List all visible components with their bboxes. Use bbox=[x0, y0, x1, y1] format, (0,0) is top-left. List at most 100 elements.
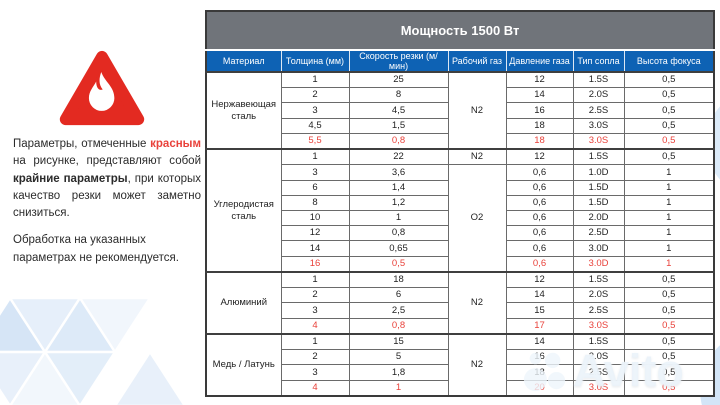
table-row: 4 0,8 17 3.0S 0,5 bbox=[206, 317, 715, 335]
cell-pressure: 12 bbox=[505, 148, 574, 166]
cell-focus: 0,5 bbox=[623, 87, 715, 104]
cell-pressure: 20 bbox=[505, 379, 574, 397]
note-paragraph-2: Обработка на указанных параметрах не рек… bbox=[13, 234, 179, 264]
note-text-span: , при которых качество резки может замет… bbox=[13, 172, 202, 220]
material-cell: Алюминий bbox=[205, 270, 282, 335]
table-row: 2 8 14 2.0S 0,5 bbox=[206, 87, 715, 104]
cell-thickness: 16 bbox=[280, 255, 350, 273]
cell-nozzle: 3.0S bbox=[572, 317, 625, 335]
cell-speed: 2,5 bbox=[348, 302, 449, 319]
table-row: 10 1 0,6 2.0D 1 bbox=[206, 210, 715, 227]
cell-speed: 0,65 bbox=[348, 240, 449, 257]
cell-pressure: 14 bbox=[505, 332, 574, 351]
cell-nozzle: 3.0S bbox=[572, 379, 625, 397]
cell-focus: 1 bbox=[623, 240, 715, 257]
table-row: 3 4,5 16 2.5S 0,5 bbox=[206, 102, 715, 119]
column-header: Толщина (мм) bbox=[281, 50, 350, 73]
table-row: Алюминий 1 18 N2 12 1.5S 0,5 bbox=[205, 270, 715, 335]
cell-speed: 1,8 bbox=[348, 364, 449, 381]
cell-focus: 0,5 bbox=[623, 117, 715, 134]
cell-focus: 1 bbox=[623, 255, 715, 273]
cell-pressure: 18 bbox=[505, 132, 574, 150]
column-header: Скорость резки (м/мин) bbox=[349, 50, 449, 73]
cell-speed: 18 bbox=[348, 270, 449, 289]
material-cell: Медь / Латунь bbox=[205, 332, 282, 397]
cell-nozzle: 1.5S bbox=[572, 71, 625, 89]
cell-focus: 0,5 bbox=[623, 148, 715, 166]
cell-speed: 22 bbox=[348, 148, 449, 166]
cell-speed: 1 bbox=[348, 379, 449, 397]
cell-focus: 1 bbox=[623, 210, 715, 227]
gas-cell: O2 bbox=[447, 164, 507, 273]
table-row: 3 1,8 18 2.5S 0,5 bbox=[206, 364, 715, 381]
table-title: Мощность 1500 Вт bbox=[206, 11, 715, 51]
cell-pressure: 0,6 bbox=[505, 179, 574, 196]
gas-cell: N2 bbox=[447, 70, 507, 150]
cell-thickness: 4 bbox=[280, 317, 350, 335]
cell-nozzle: 2.0S bbox=[572, 87, 625, 104]
cell-nozzle: 2.0S bbox=[572, 287, 625, 304]
table-row: 2 5 16 2.0S 0,5 bbox=[206, 349, 715, 366]
cell-focus: 0,5 bbox=[623, 317, 715, 335]
table-row: 6 1,4 0,6 1.5D 1 bbox=[206, 179, 715, 196]
note-red-emphasis: красным bbox=[150, 138, 201, 150]
cell-nozzle: 1.5D bbox=[572, 194, 625, 212]
cell-pressure: 12 bbox=[505, 71, 574, 89]
cell-nozzle: 2.5S bbox=[572, 102, 625, 119]
cell-speed: 6 bbox=[348, 287, 449, 304]
cell-focus: 1 bbox=[623, 225, 715, 242]
table-row: Углеродистая сталь 1 22 N2 12 1.5S 0,5 bbox=[205, 148, 715, 273]
cell-speed: 4,5 bbox=[348, 102, 449, 119]
cell-thickness: 3 bbox=[280, 364, 350, 381]
cell-speed: 0,8 bbox=[348, 225, 449, 242]
cell-focus: 0,5 bbox=[623, 270, 715, 289]
cell-nozzle: 1.0D bbox=[572, 164, 625, 181]
table-row: Нержавеющая сталь 1 25 N2 12 1.5S 0,5 bbox=[205, 70, 715, 150]
triangle-pattern-decoration bbox=[0, 295, 186, 405]
material-cell: Нержавеющая сталь bbox=[205, 70, 282, 150]
cell-pressure: 18 bbox=[505, 117, 574, 134]
cell-thickness: 2 bbox=[280, 287, 350, 304]
cell-nozzle: 2.5S bbox=[572, 302, 625, 319]
cell-pressure: 0,6 bbox=[505, 194, 574, 212]
cell-focus: 0,5 bbox=[623, 132, 715, 150]
column-header: Давление газа bbox=[506, 50, 574, 73]
table-row: Медь / Латунь 1 15 N2 14 1.5S 0,5 bbox=[205, 332, 715, 397]
gas-cell: N2 bbox=[447, 270, 507, 335]
cell-thickness: 1 bbox=[280, 71, 350, 89]
table-row: 14 0,65 0,6 3.0D 1 bbox=[206, 240, 715, 257]
cell-nozzle: 3.0D bbox=[572, 240, 625, 257]
cell-thickness: 14 bbox=[280, 240, 350, 257]
note-text-span: на рисунке, представляют собой bbox=[13, 155, 201, 168]
cell-focus: 0,5 bbox=[623, 302, 715, 319]
table-row: 3 2,5 15 2.5S 0,5 bbox=[206, 302, 715, 319]
column-header-row: Материал Толщина (мм) Скорость резки (м/ми… bbox=[206, 50, 715, 73]
cell-nozzle: 2.0S bbox=[572, 349, 625, 366]
column-header: Высота фокуса bbox=[624, 50, 715, 73]
cell-thickness: 4,5 bbox=[280, 117, 350, 134]
cell-speed: 25 bbox=[348, 71, 449, 89]
table-title-row: Мощность 1500 Вт bbox=[206, 11, 715, 51]
cell-speed: 3,6 bbox=[348, 164, 449, 181]
cell-nozzle: 2.5D bbox=[572, 225, 625, 242]
cell-speed: 0,5 bbox=[348, 255, 449, 273]
cell-focus: 0,5 bbox=[623, 379, 715, 397]
cell-focus: 1 bbox=[623, 194, 715, 212]
cell-focus: 0,5 bbox=[623, 349, 715, 366]
cell-focus: 0,5 bbox=[623, 287, 715, 304]
table-row: 16 0,5 0,6 3.0D 1 bbox=[206, 255, 715, 273]
table-row: 4,5 1,5 18 3.0S 0,5 bbox=[206, 117, 715, 134]
table-row: 2 6 14 2.0S 0,5 bbox=[206, 287, 715, 304]
cell-thickness: 2 bbox=[280, 349, 350, 366]
cell-pressure: 16 bbox=[505, 349, 574, 366]
table-row: 3 3,6 O2 0,6 1.0D 1 bbox=[206, 164, 715, 273]
cell-speed: 0,8 bbox=[348, 317, 449, 335]
cell-pressure: 17 bbox=[505, 317, 574, 335]
cell-nozzle: 2.5S bbox=[572, 364, 625, 381]
cell-thickness: 6 bbox=[280, 179, 350, 196]
cell-pressure: 0,6 bbox=[505, 210, 574, 227]
cell-thickness: 5,5 bbox=[280, 132, 350, 150]
cell-thickness: 4 bbox=[280, 379, 350, 397]
table-row: 8 1,2 0,6 1.5D 1 bbox=[206, 194, 715, 212]
cell-thickness: 10 bbox=[280, 210, 350, 227]
